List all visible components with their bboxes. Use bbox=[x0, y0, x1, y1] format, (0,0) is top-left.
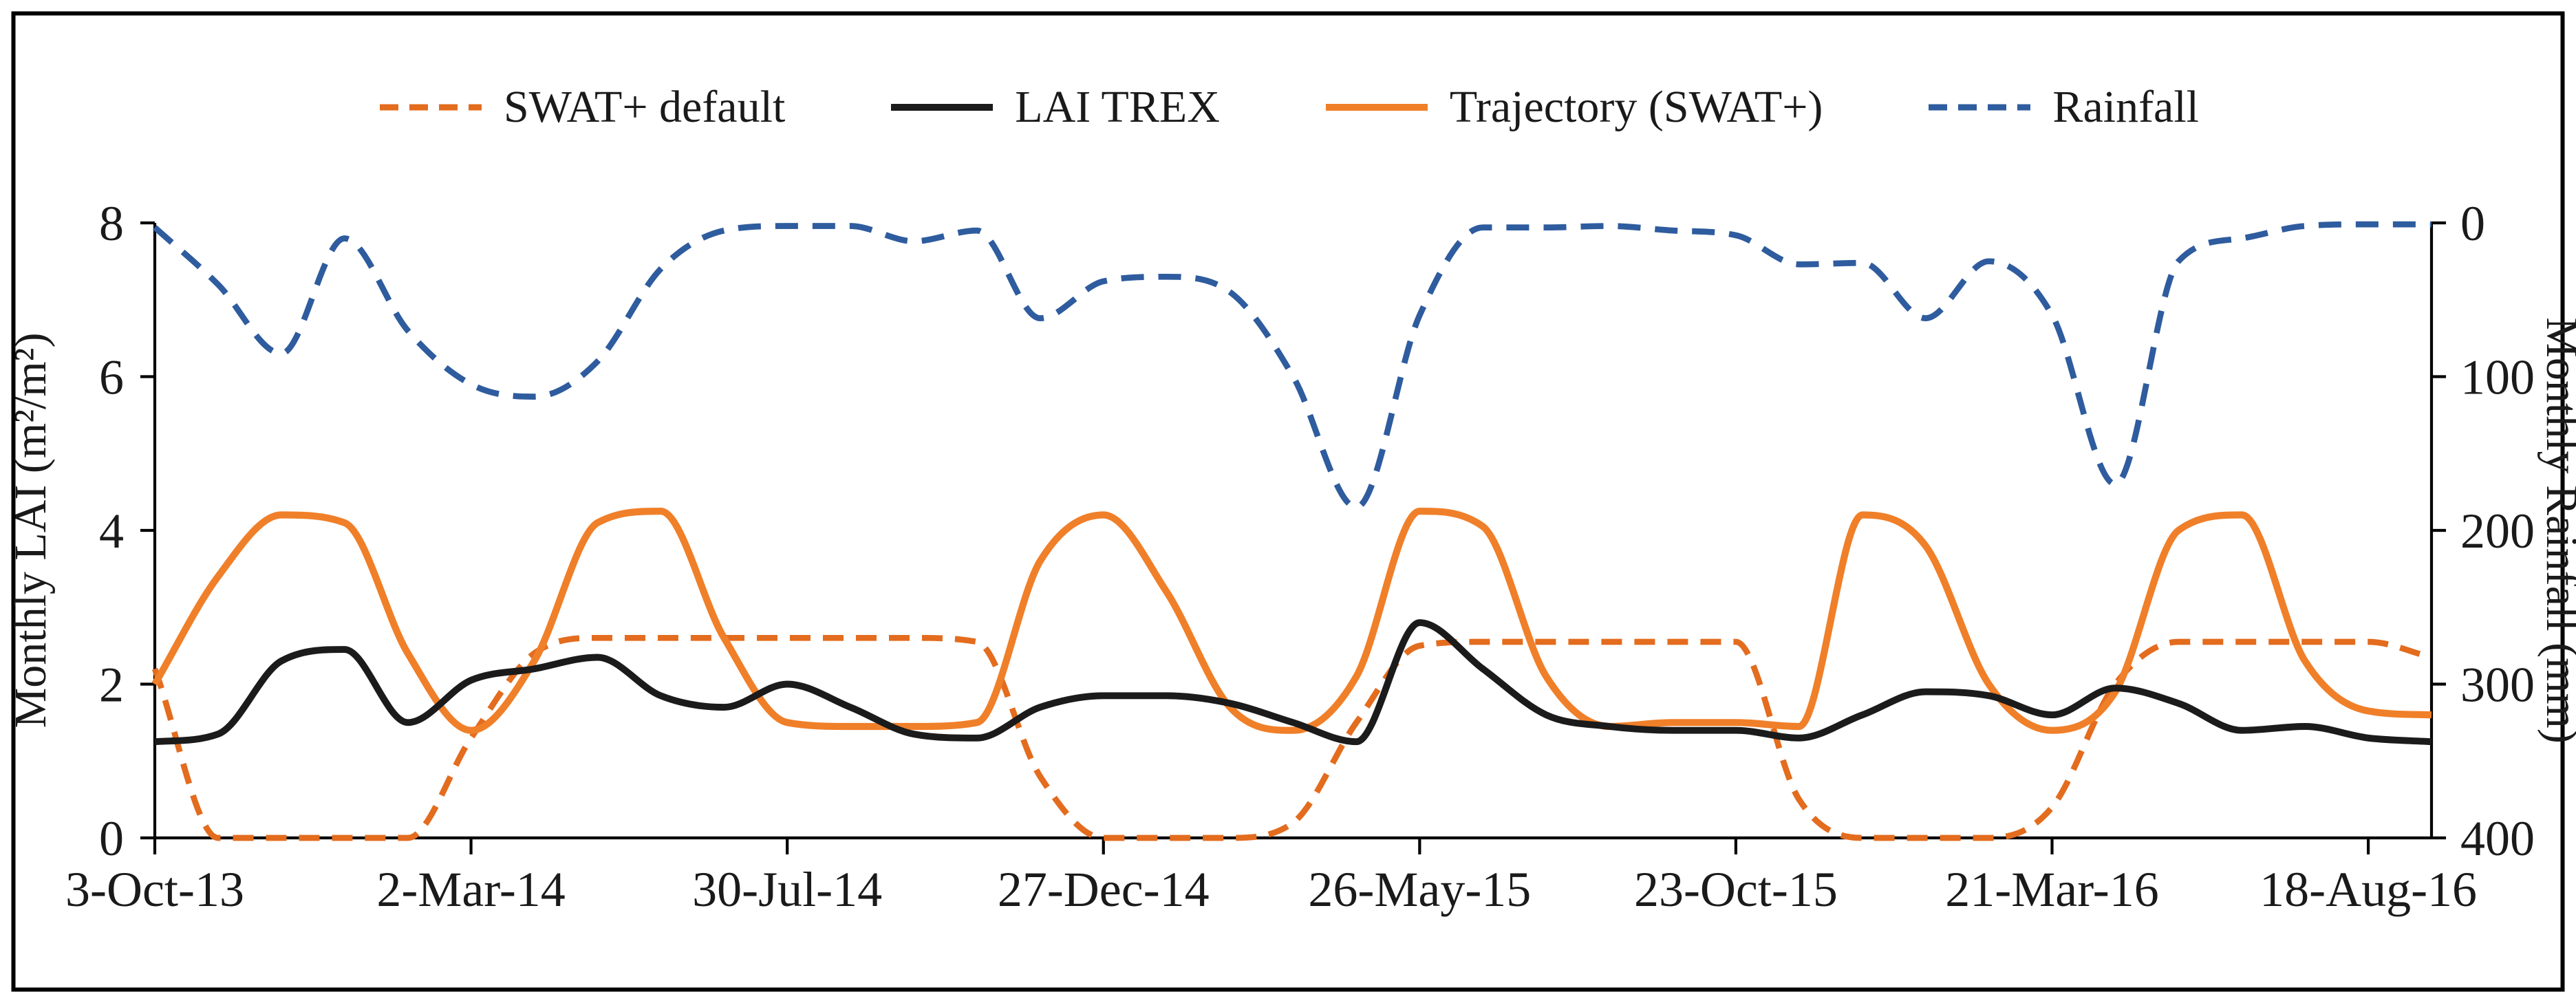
x-tick-label: 23-Oct-15 bbox=[1634, 862, 1838, 917]
y-right-tick-label: 0 bbox=[2460, 196, 2485, 251]
x-tick-label: 3-Oct-13 bbox=[65, 862, 244, 917]
legend-swatch-dashed-orange-icon bbox=[379, 104, 482, 111]
series-line-swat-default bbox=[151, 634, 2433, 841]
y-right-tick-label: 400 bbox=[2460, 811, 2535, 866]
legend-label-rainfall: Rainfall bbox=[2052, 82, 2200, 132]
x-tick-label: 21-Mar-16 bbox=[1945, 862, 2158, 917]
series-line-rainfall bbox=[153, 221, 2432, 510]
x-tick-label: 18-Aug-16 bbox=[2260, 862, 2477, 917]
x-tick-label: 30-Jul-14 bbox=[692, 862, 882, 917]
legend-label-trajectory: Trajectory (SWAT+) bbox=[1449, 82, 1823, 132]
chart-legend: SWAT+ default LAI TREX Trajectory (SWAT+… bbox=[0, 81, 2576, 133]
y-right-tick-label: 200 bbox=[2460, 504, 2535, 559]
legend-item-swat-default: SWAT+ default bbox=[377, 81, 785, 133]
legend-item-rainfall: Rainfall bbox=[1926, 81, 2199, 133]
series-line-lai-trex bbox=[154, 619, 2432, 746]
legend-item-lai-trex: LAI TREX bbox=[888, 81, 1220, 133]
x-tick-label: 26-May-15 bbox=[1308, 862, 1531, 917]
y-left-tick-label: 6 bbox=[99, 350, 124, 405]
y-left-tick-label: 0 bbox=[99, 811, 124, 866]
figure-border bbox=[11, 11, 2565, 992]
legend-item-trajectory: Trajectory (SWAT+) bbox=[1323, 81, 1823, 133]
y-axis-right-title: Monthly Rainfall (mm) bbox=[2537, 317, 2576, 744]
series-line-trajectory-swat bbox=[151, 507, 2432, 734]
legend-swatch-solid-black-icon bbox=[891, 104, 994, 111]
x-tick-label: 27-Dec-14 bbox=[998, 862, 1210, 917]
legend-swatch-solid-orange-icon bbox=[1325, 104, 1428, 111]
y-axis-left-title: Monthly LAI (m²/m²) bbox=[6, 333, 56, 729]
legend-label-lai-trex: LAI TREX bbox=[1015, 82, 1220, 132]
y-left-tick-label: 2 bbox=[99, 658, 124, 713]
legend-swatch-dashed-blue-icon bbox=[1929, 104, 2031, 111]
axes bbox=[140, 221, 2446, 854]
y-right-tick-label: 100 bbox=[2460, 350, 2535, 405]
y-right-tick-label: 300 bbox=[2460, 658, 2535, 713]
x-tick-label: 2-Mar-14 bbox=[376, 862, 565, 917]
y-left-tick-label: 8 bbox=[99, 196, 124, 251]
y-left-tick-label: 4 bbox=[99, 504, 124, 559]
legend-label-swat-default: SWAT+ default bbox=[503, 82, 786, 132]
